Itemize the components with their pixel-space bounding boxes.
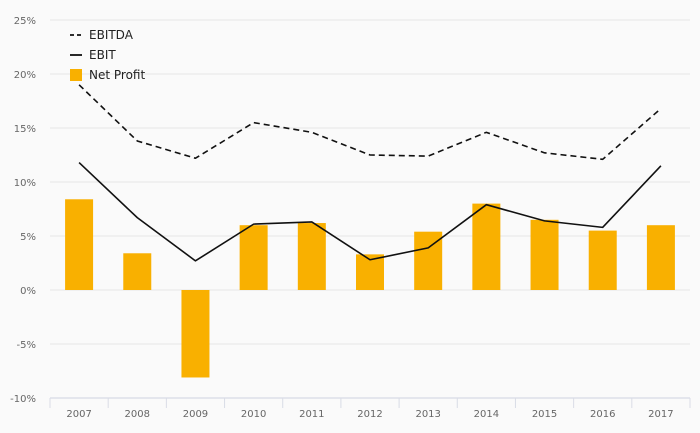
x-tick-label: 2011	[299, 409, 324, 420]
bar-net-profit-2008	[123, 253, 152, 290]
y-tick-label: 5%	[20, 232, 36, 243]
bar-net-profit-2014	[472, 203, 501, 290]
x-tick-label: 2017	[648, 409, 673, 420]
x-tick-label: 2012	[357, 409, 382, 420]
bar-net-profit-2011	[297, 223, 326, 290]
line-ebitda	[78, 84, 662, 161]
net-profit-bars	[65, 199, 675, 378]
y-axis-ticks: 25% 20% 15% 10% 5% 0% -5% -10%	[10, 16, 36, 405]
legend-label-ebitda: EBITDA	[89, 28, 134, 42]
x-tick-label: 2007	[66, 409, 91, 420]
line-ebit	[78, 161, 662, 262]
y-tick-label: 15%	[14, 124, 36, 135]
legend-label-ebit: EBIT	[89, 48, 116, 62]
y-tick-label: 0%	[20, 286, 36, 297]
y-tick-label: -5%	[17, 340, 36, 351]
x-tick-label: 2008	[125, 409, 150, 420]
x-tick-label: 2010	[241, 409, 266, 420]
x-axis: 2007 2008 2009 2010 2011 2012 2013 2014 2015 2016…	[49, 397, 691, 420]
bar-net-profit-2009	[181, 290, 210, 378]
bar-net-profit-2016	[588, 230, 617, 290]
legend-swatch-net-profit	[70, 69, 82, 81]
bar-net-profit-2010	[239, 225, 268, 290]
x-tick-label: 2016	[590, 409, 615, 420]
y-tick-label: 20%	[14, 70, 36, 81]
y-tick-label: -10%	[10, 394, 36, 405]
legend-label-net-profit: Net Profit	[89, 68, 145, 82]
y-tick-label: 25%	[14, 16, 36, 27]
legend: EBITDA EBIT Net Profit	[70, 28, 145, 82]
y-tick-label: 10%	[14, 178, 36, 189]
bar-net-profit-2017	[646, 225, 675, 290]
x-tick-label: 2015	[532, 409, 557, 420]
bar-net-profit-2007	[65, 199, 94, 290]
x-tick-label: 2013	[415, 409, 440, 420]
gridlines	[50, 19, 690, 345]
bar-net-profit-2015	[530, 219, 559, 290]
x-tick-label: 2009	[183, 409, 208, 420]
series-lines	[78, 84, 662, 262]
x-tick-label: 2014	[474, 409, 499, 420]
